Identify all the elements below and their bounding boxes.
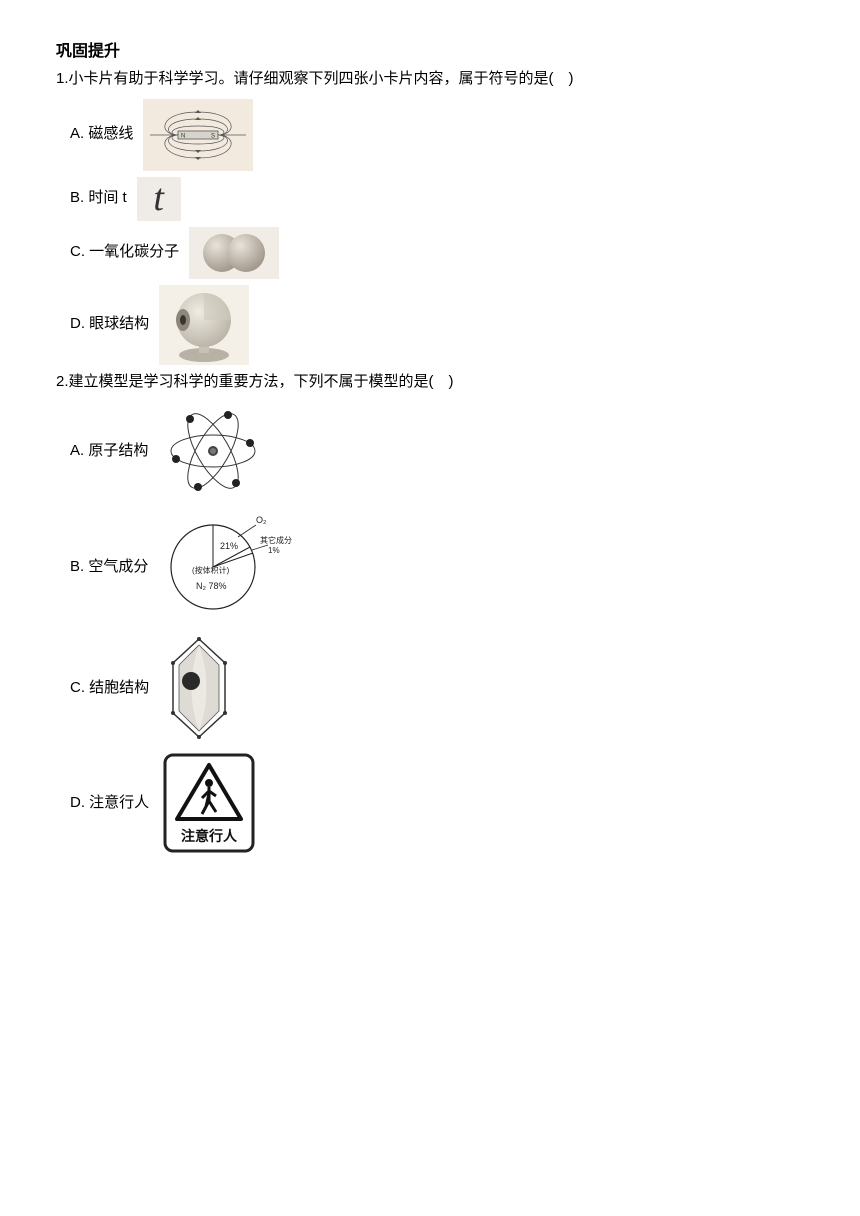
pie-n2-value: 78% xyxy=(209,581,227,591)
pie-other-value: 1% xyxy=(268,546,280,555)
magnet-n-label: N xyxy=(181,133,185,139)
magnet-field-icon: N S xyxy=(143,99,253,171)
pie-other-label: 其它成分 xyxy=(260,535,292,545)
co-molecule-icon xyxy=(189,227,279,279)
air-composition-icon: O₂ 21% 其它成分 1% (按体积计) N₂ 78% xyxy=(158,507,298,627)
pie-o2-label: O₂ xyxy=(256,515,267,525)
q2-option-a-label: A. 原子结构 xyxy=(70,440,148,463)
q1-option-a-label: A. 磁感线 xyxy=(70,123,133,146)
section-title: 巩固提升 xyxy=(56,40,804,64)
question-2: 2.建立模型是学习科学的重要方法，下列不属于模型的是( ) A. 原子结构 xyxy=(56,371,804,858)
question-1: 1.小卡片有助于科学学习。请仔细观察下列四张小卡片内容，属于符号的是( ) A.… xyxy=(56,68,804,365)
cell-structure-icon xyxy=(159,633,239,743)
q2-option-c-label: C. 结胞结构 xyxy=(70,677,149,700)
magnet-s-label: S xyxy=(211,133,215,139)
time-t-icon: t xyxy=(137,177,181,221)
q1-option-b[interactable]: B. 时间 t t xyxy=(56,177,804,221)
q1-option-d-label: D. 眼球结构 xyxy=(70,313,149,336)
q1-option-c[interactable]: C. 一氧化碳分子 xyxy=(56,227,804,279)
q1-option-c-label: C. 一氧化碳分子 xyxy=(70,241,179,264)
q2-option-b[interactable]: B. 空气成分 O₂ 21% 其它成分 1% (按体积计) N₂ 78% xyxy=(56,507,804,627)
q2-option-b-label: B. 空气成分 xyxy=(70,556,148,579)
q1-option-d[interactable]: D. 眼球结构 xyxy=(56,285,804,365)
q2-option-a[interactable]: A. 原子结构 xyxy=(56,401,804,501)
sign-text: 注意行人 xyxy=(181,828,238,844)
pie-o2-value: 21% xyxy=(220,541,238,551)
pie-n2-label: N₂ xyxy=(196,581,206,591)
atom-structure-icon xyxy=(158,401,268,501)
q2-stem: 2.建立模型是学习科学的重要方法，下列不属于模型的是( ) xyxy=(56,371,804,394)
eyeball-model-icon xyxy=(159,285,249,365)
q2-option-d-label: D. 注意行人 xyxy=(70,792,149,815)
q2-option-d[interactable]: D. 注意行人 注意行人 xyxy=(56,749,804,857)
pie-basis-label: (按体积计) xyxy=(192,565,230,575)
q1-stem: 1.小卡片有助于科学学习。请仔细观察下列四张小卡片内容，属于符号的是( ) xyxy=(56,68,804,91)
q1-option-b-label: B. 时间 t xyxy=(70,187,127,210)
svg-text:N₂ 78%: N₂ 78% xyxy=(196,581,227,591)
q1-option-a[interactable]: A. 磁感线 N S xyxy=(56,99,804,171)
pedestrian-sign-icon: 注意行人 xyxy=(159,749,259,857)
q2-option-c[interactable]: C. 结胞结构 xyxy=(56,633,804,743)
